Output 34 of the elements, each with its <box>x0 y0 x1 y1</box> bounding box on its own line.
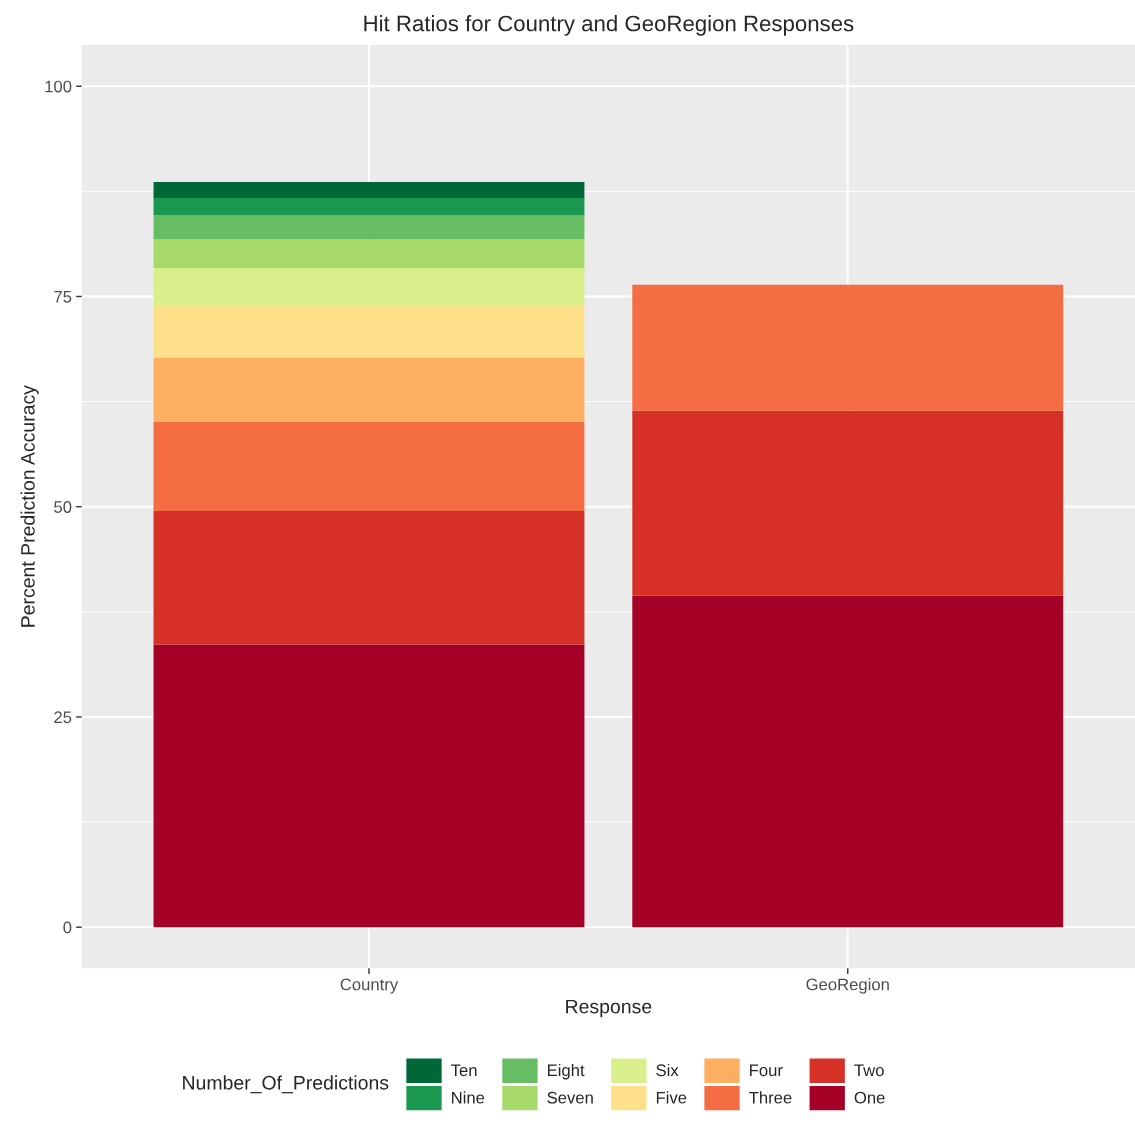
bar <box>153 267 585 306</box>
bar <box>153 305 585 358</box>
legend-label: Nine <box>452 1091 485 1104</box>
legend-label: Seven <box>547 1091 593 1104</box>
bar <box>632 595 1064 928</box>
bar <box>632 410 1064 596</box>
bar <box>153 421 585 511</box>
x-axis-title: Response <box>566 999 652 1018</box>
legend-label: Two <box>854 1064 884 1077</box>
legend-label: Four <box>750 1064 783 1077</box>
y-tick-label: 50 <box>54 501 72 513</box>
y-tick-label: 0 <box>63 921 72 934</box>
bar <box>153 198 585 215</box>
legend-label: Six <box>656 1063 679 1077</box>
bar <box>153 644 585 928</box>
y-tick-label: 100 <box>45 80 72 93</box>
legend-title: Number_Of_Predictions <box>183 1075 389 1094</box>
x-tick-label: GeoRegion <box>806 978 889 994</box>
y-axis-title: Percent Prediction Accuracy <box>20 385 39 627</box>
y-tick-label: 25 <box>54 711 72 724</box>
bar <box>153 357 585 422</box>
legend-label: One <box>854 1091 885 1104</box>
chart-title: Hit Ratios for Country and GeoRegion Responses <box>364 15 854 36</box>
bar <box>153 510 585 645</box>
bar <box>153 239 585 268</box>
bar <box>153 214 585 240</box>
x-tick-label: Country <box>340 978 399 994</box>
bar <box>632 284 1064 411</box>
bar <box>153 182 585 199</box>
y-tick-label: 75 <box>54 291 72 303</box>
legend-label: Eight <box>547 1063 585 1080</box>
legend-label: Ten <box>451 1064 477 1077</box>
legend-label: Five <box>656 1091 687 1104</box>
legend-label: Three <box>749 1091 792 1104</box>
